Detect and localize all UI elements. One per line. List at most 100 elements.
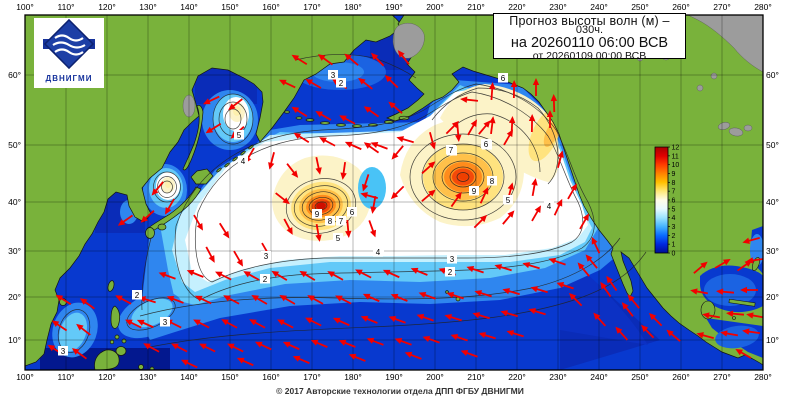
wave-arrow xyxy=(360,315,378,324)
wave-arrow xyxy=(444,314,462,322)
wave-arrow-head xyxy=(236,258,243,267)
contour-label: 6 xyxy=(481,139,491,149)
contour-label-value: 9 xyxy=(315,210,320,219)
wave-arrow-shaft xyxy=(296,109,308,118)
wave-arrow-head xyxy=(125,319,133,326)
wave-arrow-shaft xyxy=(193,214,201,226)
wave-arrow-head xyxy=(199,343,207,350)
wave-arrow xyxy=(370,141,388,150)
wave-arrow-shaft xyxy=(122,214,134,224)
contour-label: 2 xyxy=(260,274,270,284)
wave-arrow-shaft xyxy=(241,359,254,367)
wave-arrow-shaft xyxy=(423,293,436,300)
wave-arrow-shaft xyxy=(477,314,490,320)
wave-arrow xyxy=(339,115,356,125)
wave-arrow-head xyxy=(251,295,260,302)
wave-arrow xyxy=(716,288,735,295)
wave-arrow xyxy=(666,329,681,342)
wave-arrow xyxy=(455,123,462,142)
wave-arrow-shaft xyxy=(593,241,601,254)
forecast-title-box: Прогноз высоты волн (м) – 030ч. на 20260… xyxy=(493,13,686,61)
wave-arrow xyxy=(502,210,515,225)
wave-arrow xyxy=(473,214,488,229)
wave-arrow-head xyxy=(254,341,263,348)
wave-arrow xyxy=(489,116,496,135)
wave-arrow-shaft xyxy=(394,185,405,196)
lon-label-bottom: 270° xyxy=(713,372,731,382)
wave-arrow xyxy=(315,111,332,121)
wave-arrow-head xyxy=(268,162,275,170)
wave-arrow-head xyxy=(455,191,462,200)
contour-label-chip xyxy=(260,274,270,284)
wave-arrow-shaft xyxy=(283,218,291,230)
wave-arrow xyxy=(136,319,154,329)
wave-arrow xyxy=(305,79,322,89)
wave-arrow-shaft xyxy=(747,237,760,242)
wave-arrow xyxy=(478,332,496,340)
wave-arrow-shaft xyxy=(232,345,244,353)
contour-label-chip xyxy=(336,78,346,88)
wave-arrow-shaft xyxy=(751,314,763,319)
wave-arrow-shaft xyxy=(340,297,352,305)
wave-arrow xyxy=(249,319,266,329)
contour-label-chip xyxy=(445,267,455,277)
wave-arrow xyxy=(275,192,290,205)
colorbar-label: 6 xyxy=(672,198,676,205)
contour-label-value: 3 xyxy=(450,255,455,264)
wave-arrow-shaft xyxy=(503,134,511,146)
wave-arrow-shaft xyxy=(296,57,308,66)
wave-arrow-shaft xyxy=(232,98,243,108)
wave-arrow-shaft xyxy=(401,138,414,144)
wave-arrow-head xyxy=(446,292,455,299)
wave-arrow-shaft xyxy=(346,219,350,233)
wave-arrow xyxy=(115,295,132,305)
landmass-shikoku xyxy=(157,223,167,231)
lon-label-top: 250° xyxy=(631,2,649,12)
wave-arrow-head xyxy=(221,319,229,326)
wave-arrow-shaft xyxy=(375,143,388,150)
wave-arrow-shaft xyxy=(270,152,275,165)
colorbar-label: 10 xyxy=(672,162,680,169)
lat-label-right: 60° xyxy=(766,70,779,80)
wave-arrow xyxy=(522,262,540,270)
wave-arrow xyxy=(278,79,296,89)
wave-arrow-shaft xyxy=(400,54,410,65)
contour-label: 3 xyxy=(261,251,271,261)
wave-arrow-head xyxy=(702,312,710,319)
wave-arrow-head xyxy=(474,290,483,297)
wave-arrow xyxy=(742,237,760,244)
wave-arrow-head xyxy=(528,114,536,122)
wave-arrow-head xyxy=(315,111,324,118)
wave-arrow-shaft xyxy=(342,161,347,175)
lat-label-right: 40° xyxy=(766,197,779,207)
wave-arrow xyxy=(418,291,436,300)
wave-arrow-head xyxy=(726,310,734,317)
wave-arrow-head xyxy=(742,328,750,335)
lat-label-left: 40° xyxy=(8,197,21,207)
wave-arrow-shaft xyxy=(315,156,320,170)
contour-label-chip xyxy=(498,73,508,83)
wave-arrow-head xyxy=(391,152,399,160)
wave-arrow-shaft xyxy=(471,267,484,274)
wave-arrow-shaft xyxy=(644,328,655,339)
wave-arrow-shaft xyxy=(130,321,142,329)
colorbar-label: 11 xyxy=(672,153,679,160)
wave-arrow-head xyxy=(621,302,629,310)
wave-arrow-shaft xyxy=(531,210,539,222)
wave-arrow-head xyxy=(55,294,64,302)
wave-arrow-head xyxy=(315,234,322,242)
wave-arrow-shaft xyxy=(553,203,561,216)
wave-arrow-head xyxy=(319,137,327,144)
contour-label-value: 3 xyxy=(264,252,269,261)
wave-arrow xyxy=(223,295,240,305)
wave-arrow-head xyxy=(310,339,319,346)
wave-arrow xyxy=(390,185,405,200)
wave-arrow-shaft xyxy=(701,334,714,339)
wave-arrow xyxy=(553,198,563,216)
wave-arrow-shaft xyxy=(731,312,745,316)
wave-arrow-head xyxy=(243,271,251,278)
wave-arrow-shaft xyxy=(451,293,464,300)
wave-arrow-head xyxy=(483,120,491,128)
wave-arrow-head xyxy=(51,320,60,327)
contour-label: 9 xyxy=(469,186,479,196)
